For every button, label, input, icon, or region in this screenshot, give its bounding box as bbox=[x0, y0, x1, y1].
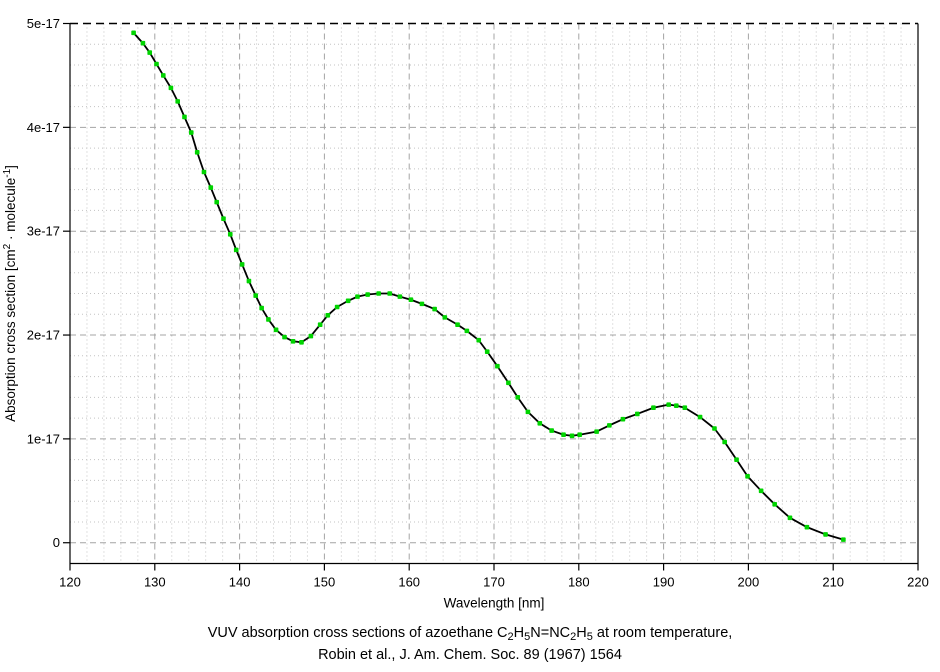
svg-text:130: 130 bbox=[144, 575, 166, 590]
svg-text:160: 160 bbox=[398, 575, 420, 590]
svg-text:210: 210 bbox=[822, 575, 844, 590]
y-tick-labels: 0 1e-17 2e-17 3e-17 4e-17 5e-17 bbox=[27, 16, 60, 550]
svg-text:150: 150 bbox=[314, 575, 336, 590]
svg-text:2e-17: 2e-17 bbox=[27, 328, 60, 343]
absorption-spectrum-chart: 120 130 140 150 160 170 180 190 200 210 220 0 1e-17 2… bbox=[2, 16, 929, 611]
svg-text:140: 140 bbox=[229, 575, 251, 590]
caption-line-2: Robin et al., J. Am. Chem. Soc. 89 (1967… bbox=[318, 647, 622, 663]
svg-text:0: 0 bbox=[53, 535, 60, 550]
figure-caption: VUV absorption cross sections of azoetha… bbox=[0, 622, 940, 666]
x-tick-labels: 120 130 140 150 160 170 180 190 200 210 220 bbox=[59, 575, 929, 590]
data-point-markers bbox=[131, 30, 846, 542]
svg-text:5e-17: 5e-17 bbox=[27, 16, 60, 31]
grid-major bbox=[70, 23, 918, 564]
svg-text:170: 170 bbox=[483, 575, 505, 590]
svg-text:4e-17: 4e-17 bbox=[27, 120, 60, 135]
svg-text:190: 190 bbox=[653, 575, 675, 590]
svg-text:3e-17: 3e-17 bbox=[27, 224, 60, 239]
caption-line-1: VUV absorption cross sections of azoetha… bbox=[207, 625, 733, 643]
svg-text:120: 120 bbox=[59, 575, 81, 590]
svg-text:180: 180 bbox=[568, 575, 590, 590]
svg-text:220: 220 bbox=[907, 575, 929, 590]
axis-ticks bbox=[63, 22, 919, 571]
x-axis-title: Wavelength [nm] bbox=[444, 596, 545, 611]
svg-text:200: 200 bbox=[738, 575, 760, 590]
svg-text:1e-17: 1e-17 bbox=[27, 431, 60, 446]
y-axis-title: Absorption cross section [cm2​ · molecul… bbox=[2, 165, 18, 422]
